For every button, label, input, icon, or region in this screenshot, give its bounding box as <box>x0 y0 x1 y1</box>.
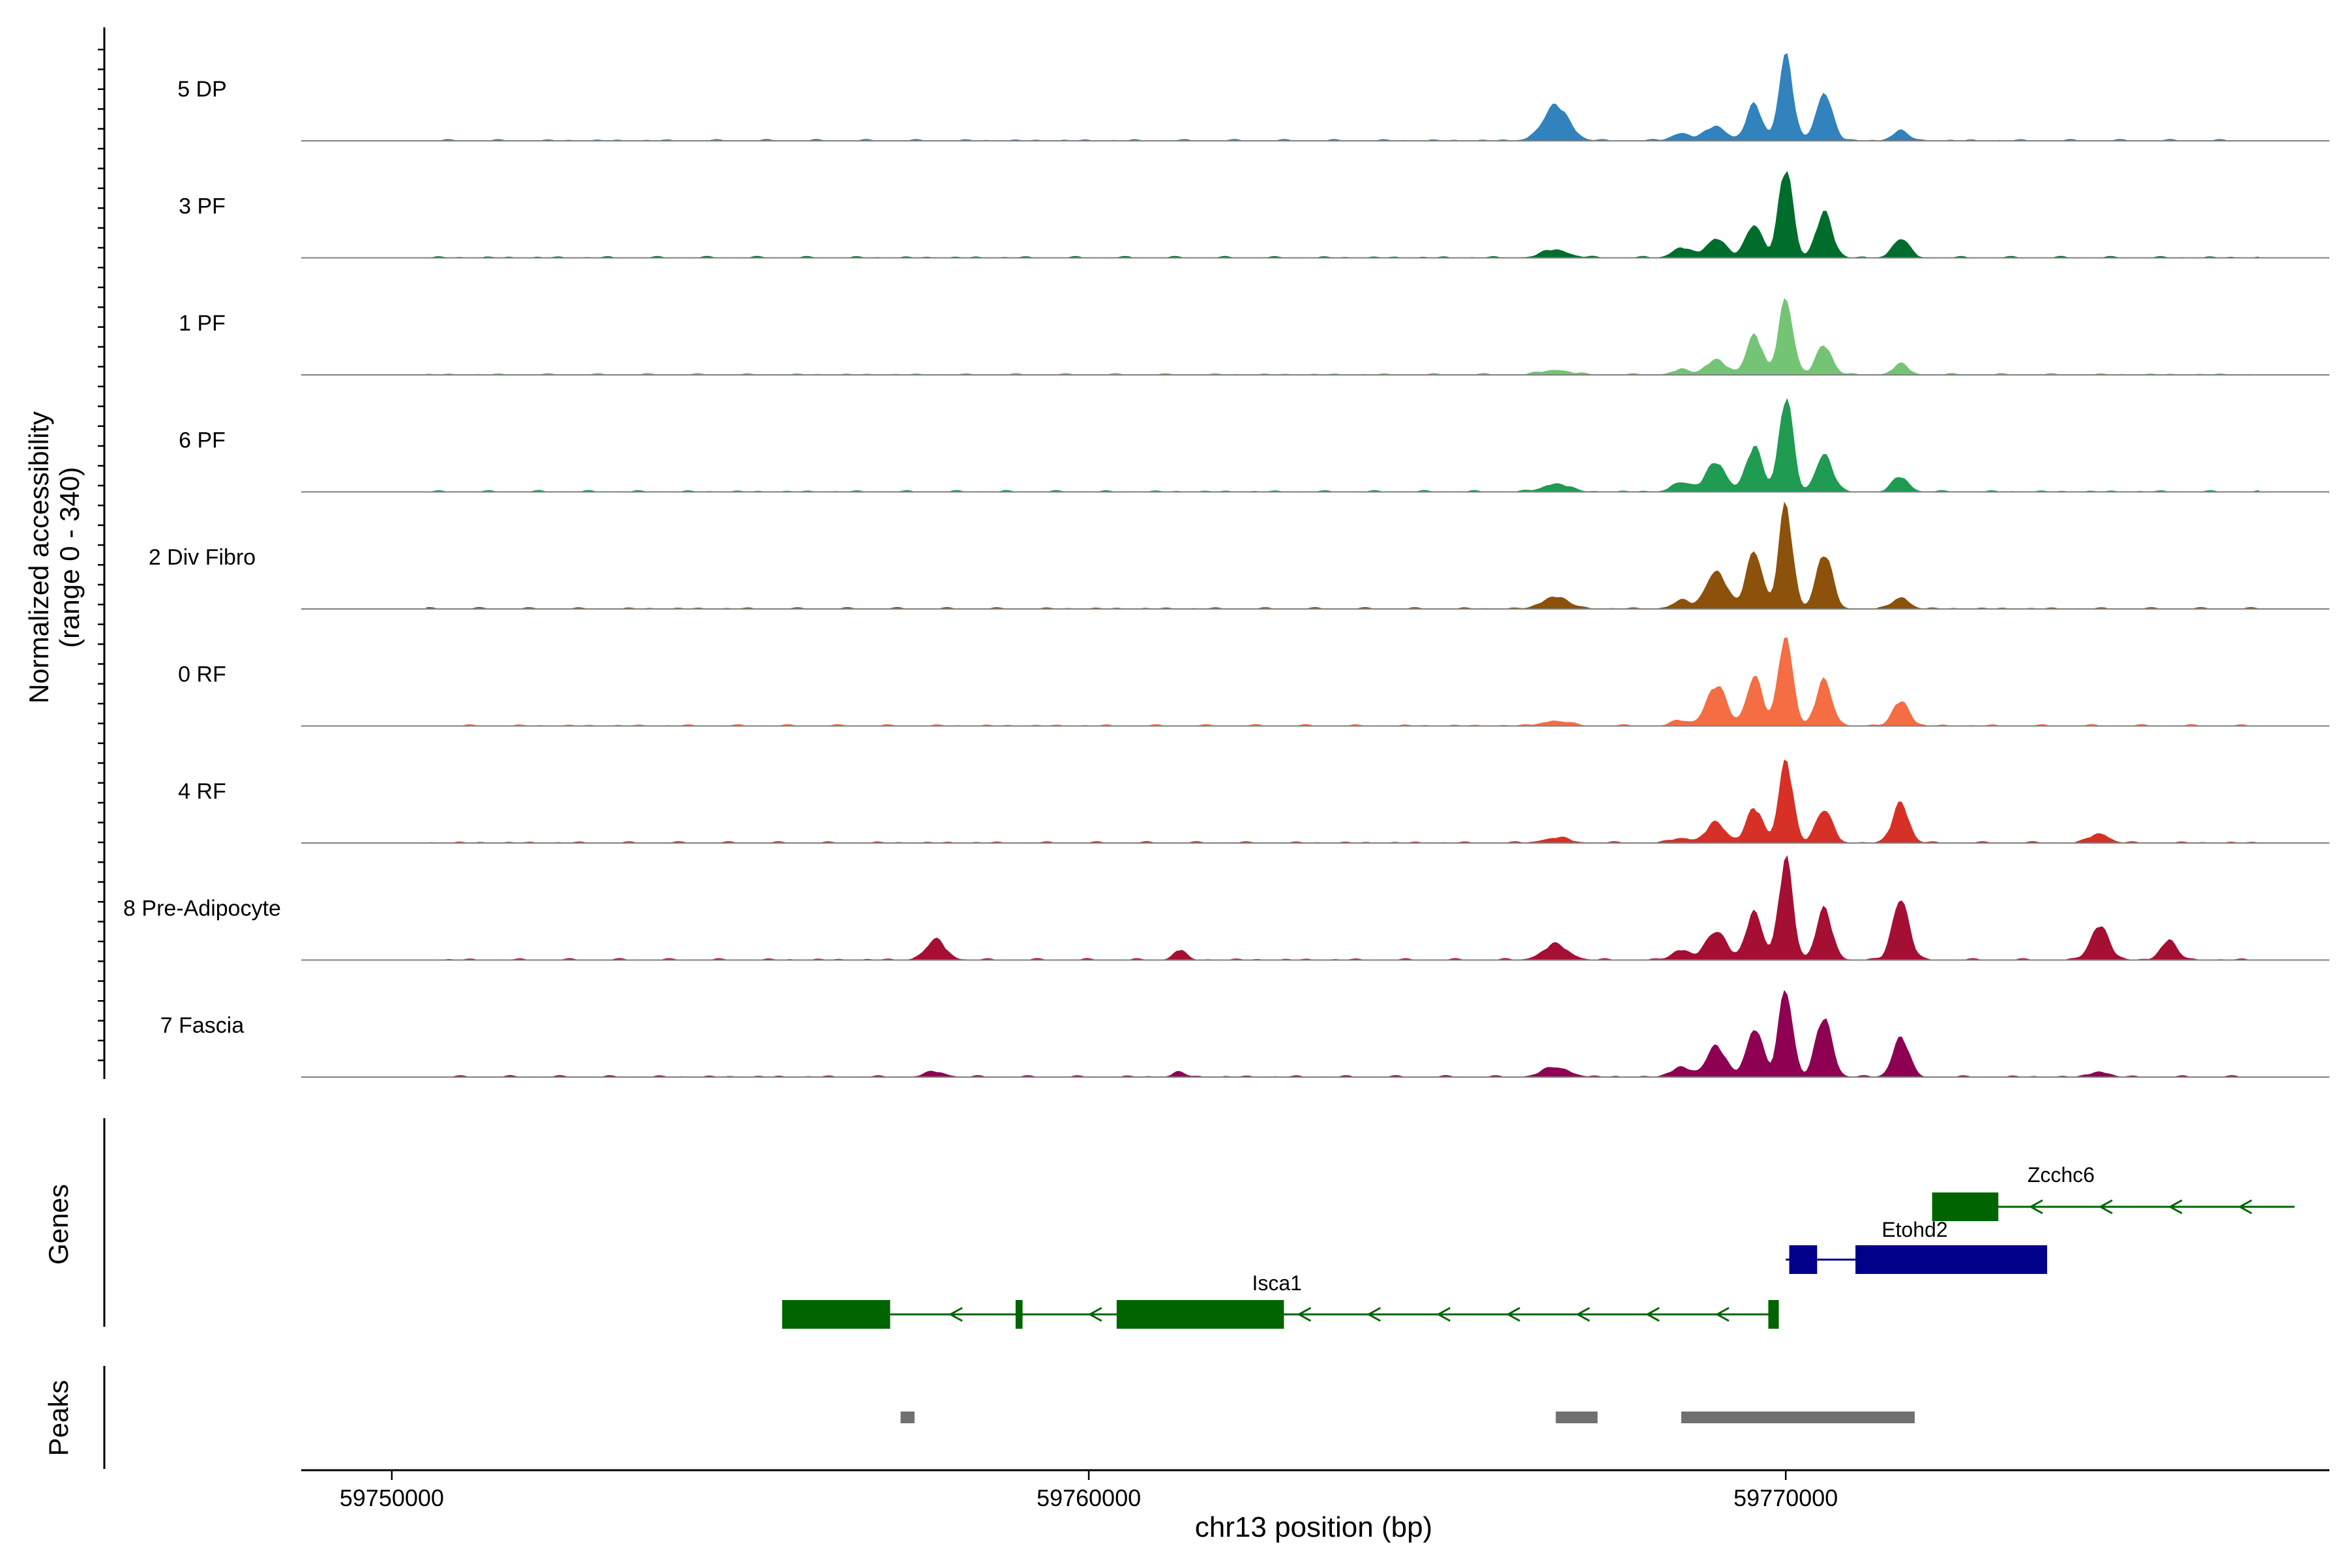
track-2: 1 PF <box>179 298 2329 376</box>
x-axis-tick-label: 59770000 <box>1734 1485 1838 1511</box>
gene-zcchc6: Zcchc6 <box>1932 1163 2295 1221</box>
coverage-area <box>426 171 2261 259</box>
peaks-axis-label: Peaks <box>43 1380 74 1457</box>
strand-arrow <box>2168 1199 2183 1215</box>
coverage-area <box>426 298 2260 376</box>
gene-exon <box>1015 1300 1023 1329</box>
coverage-area <box>426 53 2260 141</box>
track-0: 5 DP <box>177 53 2329 141</box>
gene-name-label: Zcchc6 <box>2028 1163 2095 1187</box>
track-label: 3 PF <box>179 194 226 219</box>
peak-region <box>1556 1412 1598 1423</box>
track-label: 7 Fascia <box>160 1013 244 1038</box>
y-axis-label: Normalized accessibility <box>23 411 54 703</box>
track-8: 7 Fascia <box>160 990 2329 1078</box>
gene-exon <box>1789 1245 1818 1274</box>
gene-exon <box>1768 1300 1779 1329</box>
coverage-area <box>426 759 2260 844</box>
gene-name-label: Etohd2 <box>1882 1218 1947 1241</box>
x-axis-tick-label: 59750000 <box>340 1485 444 1511</box>
gene-exon <box>782 1300 891 1329</box>
coverage-area <box>426 855 2260 961</box>
track-label: 1 PF <box>179 311 226 336</box>
strand-arrow <box>1297 1307 1312 1322</box>
track-3: 6 PF <box>179 398 2329 493</box>
coverage-area <box>426 501 2260 610</box>
gene-name-label: Isca1 <box>1252 1271 1301 1295</box>
peak-region <box>900 1412 915 1423</box>
track-6: 4 RF <box>178 759 2329 844</box>
y-axis-label-range: (range 0 - 340) <box>54 467 85 648</box>
track-label: 5 DP <box>177 77 227 102</box>
gene-exon <box>1855 1245 2048 1274</box>
strand-arrow <box>1715 1307 1730 1322</box>
strand-arrow <box>1366 1307 1381 1322</box>
genes-axis-label: Genes <box>43 1184 74 1265</box>
strand-arrow <box>2028 1199 2043 1215</box>
track-label: 4 RF <box>178 779 226 804</box>
coverage-area <box>426 990 2260 1078</box>
strand-arrow <box>948 1307 963 1322</box>
gene-etohd2: Etohd2 <box>1786 1218 2048 1274</box>
strand-arrow <box>1436 1307 1451 1322</box>
track-5: 0 RF <box>178 637 2329 727</box>
x-axis-tick-label: 59760000 <box>1037 1485 1141 1511</box>
track-1: 3 PF <box>179 171 2329 259</box>
track-label: 8 Pre-Adipocyte <box>123 896 281 921</box>
track-4: 2 Div Fibro <box>149 501 2329 610</box>
peak-region <box>1681 1412 1915 1423</box>
strand-arrow <box>1506 1307 1520 1322</box>
coverage-area <box>426 398 2261 493</box>
x-axis-label: chr13 position (bp) <box>1195 1511 1432 1543</box>
track-label: 6 PF <box>179 428 226 453</box>
gene-isca1: Isca1 <box>782 1271 1779 1329</box>
coverage-area <box>426 637 2260 727</box>
track-label: 0 RF <box>178 662 226 687</box>
gene-exon <box>1932 1192 1999 1221</box>
strand-arrow <box>1645 1307 1660 1322</box>
track-label: 2 Div Fibro <box>149 545 256 570</box>
strand-arrow <box>1087 1307 1102 1322</box>
track-7: 8 Pre-Adipocyte <box>123 855 2329 961</box>
strand-arrow <box>2237 1199 2252 1215</box>
strand-arrow <box>2098 1199 2113 1215</box>
strand-arrow <box>1576 1307 1590 1322</box>
gene-exon <box>1116 1300 1284 1329</box>
